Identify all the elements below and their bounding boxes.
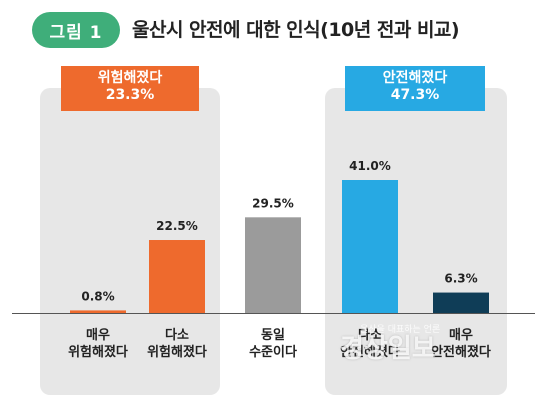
category-label-line: 안전해졌다 (340, 345, 400, 360)
watermark-logo: 경상일보 (340, 334, 436, 364)
safe-group-value: 47.3% (390, 87, 440, 103)
category-label-line: 동일 (261, 328, 285, 343)
danger-group-label: 위험해졌다 (97, 70, 163, 86)
bar-value-label-4: 41.0% (349, 159, 391, 173)
bar-value-label-5: 6.3% (444, 272, 477, 286)
category-label-line: 매우 (86, 328, 110, 343)
category-label-line: 다소 (165, 328, 189, 343)
bar-2 (149, 240, 205, 313)
category-label-line: 다소 (358, 328, 382, 343)
bar-value-label-3: 29.5% (252, 196, 294, 210)
category-label-line: 위험해졌다 (68, 345, 128, 360)
bar-1 (70, 310, 126, 313)
bar-4 (342, 180, 398, 313)
safe-group-tag: 안전해졌다 47.3% (345, 66, 485, 111)
figure-badge: 그림 1 (32, 12, 120, 48)
category-label-line: 위험해졌다 (147, 345, 207, 360)
danger-group-tag: 위험해졌다 23.3% (61, 66, 199, 111)
category-label-line: 수준이다 (249, 345, 297, 360)
x-axis-baseline (12, 313, 535, 314)
bar-value-label-1: 0.8% (81, 289, 114, 303)
bar-5 (433, 292, 489, 313)
bar-3 (245, 217, 301, 313)
category-label-line: 매우 (449, 328, 473, 343)
bar-value-label-2: 22.5% (156, 219, 198, 233)
watermark-subtext: 울산을 대표하는 언론 (360, 325, 441, 335)
safe-group-label: 안전해졌다 (382, 70, 448, 86)
category-label-line: 안전해졌다 (431, 345, 491, 360)
danger-group-value: 23.3% (105, 87, 155, 103)
chart-title: 울산시 안전에 대한 인식(10년 전과 비교) (132, 19, 460, 41)
